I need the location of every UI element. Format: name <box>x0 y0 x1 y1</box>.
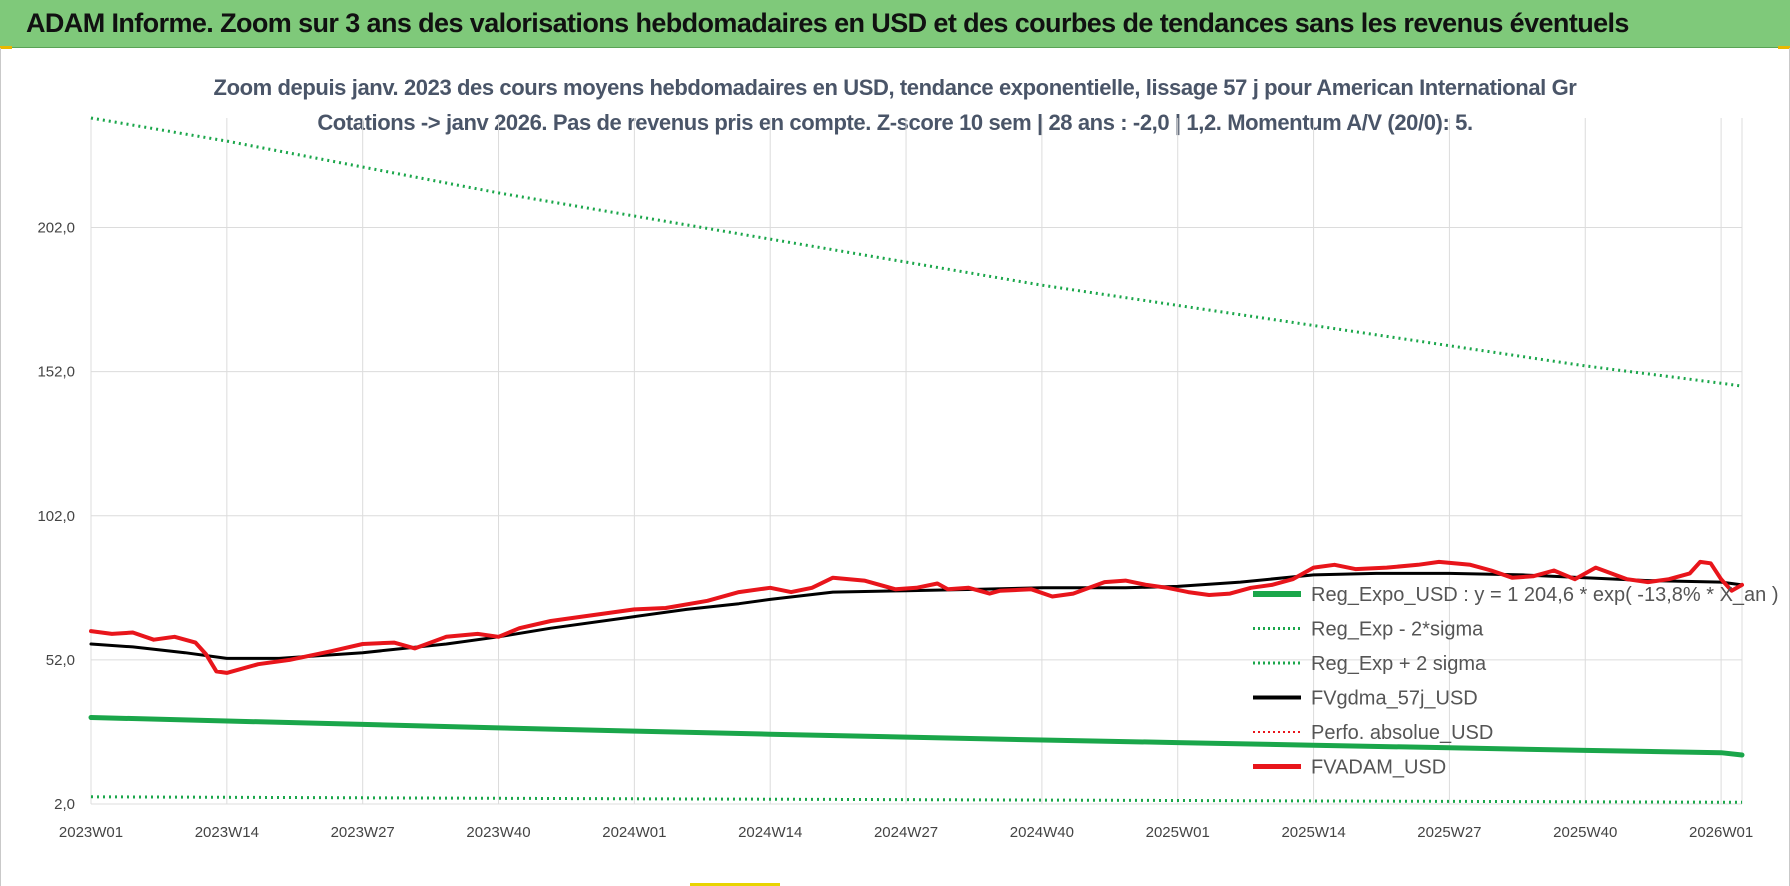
series-reg-expo-line <box>88 715 1745 758</box>
y-tick-label: 152,0 <box>37 364 75 381</box>
report-title: ADAM Informe. Zoom sur 3 ans des valoris… <box>26 8 1629 38</box>
x-tick-label: 2024W40 <box>1010 824 1074 841</box>
x-tick-label: 2025W40 <box>1553 824 1617 841</box>
x-tick-label: 2023W27 <box>331 824 395 841</box>
x-tick-label: 2023W40 <box>466 824 530 841</box>
x-tick-label: 2024W14 <box>738 824 802 841</box>
chart-title-block: Zoom depuis janv. 2023 des cours moyens … <box>0 70 1790 140</box>
y-tick-label: 2,0 <box>54 796 75 813</box>
corner-mark-right <box>1778 46 1790 49</box>
chart-title: Zoom depuis janv. 2023 des cours moyens … <box>213 75 1577 100</box>
y-tick-label: 102,0 <box>37 508 75 525</box>
x-tick-label: 2025W14 <box>1281 824 1345 841</box>
x-tick-label: 2025W01 <box>1146 824 1210 841</box>
legend-fvgdma-label: FVgdma_57j_USD <box>1311 688 1478 710</box>
legend-reg-minus-2sigma-label: Reg_Exp - 2*sigma <box>1311 619 1484 641</box>
legend-fvadam-label: FVADAM_USD <box>1311 757 1446 779</box>
corner-mark-bottom <box>690 883 780 886</box>
legend-perfo-absolue-label: Perfo. absolue_USD <box>1311 722 1493 744</box>
x-tick-label: 2025W27 <box>1417 824 1481 841</box>
x-tick-label: 2023W01 <box>59 824 123 841</box>
y-tick-label: 202,0 <box>37 220 75 237</box>
series-reg-minus-2sigma-line <box>90 795 1743 804</box>
x-tick-label: 2023W14 <box>195 824 259 841</box>
corner-mark-left <box>0 46 12 49</box>
report-banner: ADAM Informe. Zoom sur 3 ans des valoris… <box>0 0 1790 48</box>
legend-reg-plus-2sigma-label: Reg_Exp + 2 sigma <box>1311 653 1487 675</box>
x-tick-label: 2024W27 <box>874 824 938 841</box>
x-tick-label: 2024W01 <box>602 824 666 841</box>
legend-reg-expo-label: Reg_Expo_USD : y = 1 204,6 * exp( -13,8%… <box>1311 584 1779 606</box>
y-tick-label: 52,0 <box>46 652 75 669</box>
series-fvgdma-line <box>89 571 1744 660</box>
x-tick-label: 2026W01 <box>1689 824 1753 841</box>
chart-subtitle: Cotations -> janv 2026. Pas de revenus p… <box>317 110 1473 135</box>
series-reg-plus-2sigma-line <box>90 116 1743 388</box>
series-fvadam-line <box>89 559 1744 675</box>
